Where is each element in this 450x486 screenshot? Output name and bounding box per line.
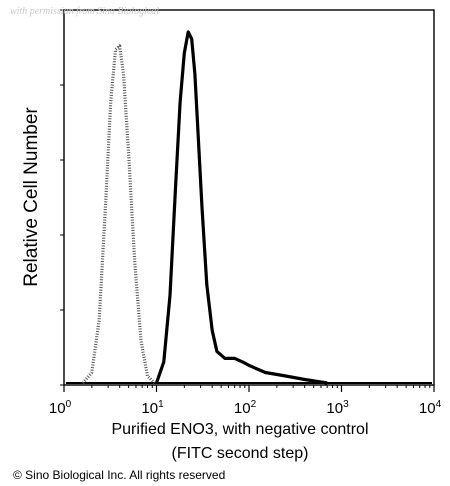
y-axis-ticks (60, 9, 64, 386)
negative-control-histogram (81, 44, 156, 385)
x-axis-label: Purified ENO3, with negative control (111, 421, 368, 438)
copyright-notice: © Sino Biological Inc. All rights reserv… (13, 468, 226, 482)
y-axis-label: Relative Cell Number (21, 107, 42, 287)
plot-frame (63, 9, 435, 386)
x-tick-label: 100 (49, 399, 72, 417)
series-layer (66, 30, 432, 385)
x-tick-label: 104 (419, 399, 442, 417)
x-axis-label-line2: (FITC second step) (172, 445, 309, 462)
eno3-histogram (154, 30, 328, 385)
x-tick-label: 102 (234, 399, 257, 417)
x-tick-label: 101 (141, 399, 164, 417)
x-tick-label: 103 (326, 399, 349, 417)
x-axis-ticks (63, 385, 435, 392)
x-axis-tick-labels: 100 101 102 103 104 (49, 399, 442, 417)
watermark-text: with permission from Sino Biological (10, 6, 160, 17)
